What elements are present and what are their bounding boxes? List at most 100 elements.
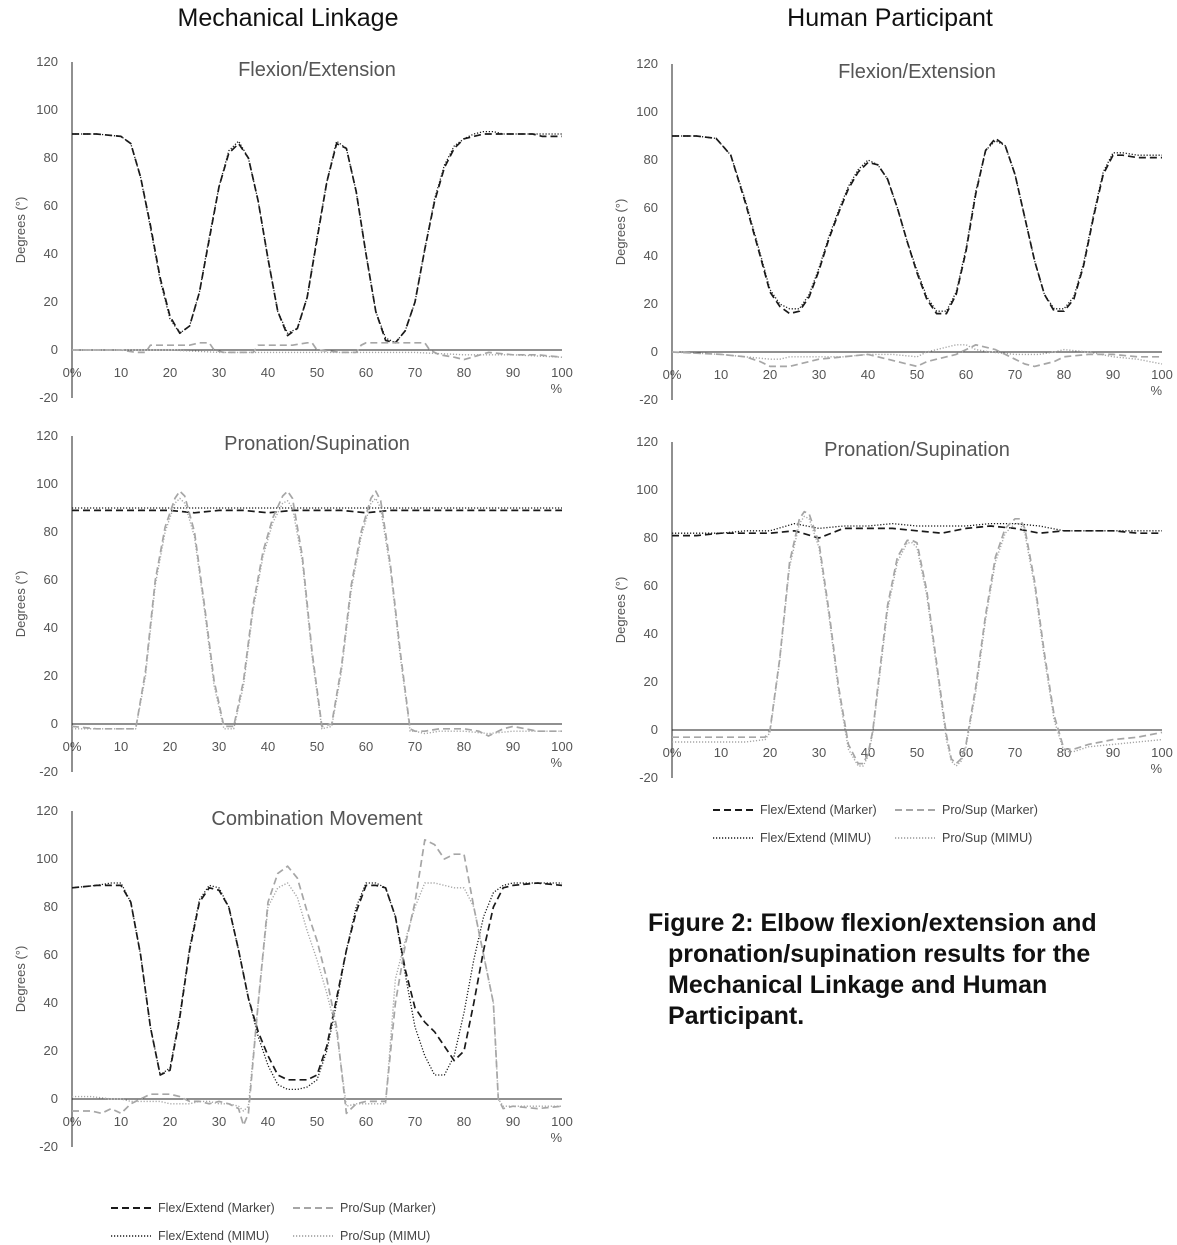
y-tick-label: 40	[644, 248, 658, 263]
legend-label: Pro/Sup (Marker)	[942, 803, 1038, 817]
x-tick-label: 10	[114, 739, 128, 754]
x-tick-label: 70	[1008, 745, 1022, 760]
x-tick-label: 30	[212, 739, 226, 754]
x-tick-label: 80	[457, 739, 471, 754]
y-tick-label: 60	[44, 572, 58, 587]
y-tick-label: 20	[44, 294, 58, 309]
x-tick-label: 40	[261, 739, 275, 754]
series-line-dashed-light	[72, 341, 563, 361]
x-tick-label: 0%	[63, 1114, 82, 1129]
legend-item: Flex/Extend (Marker)	[110, 1200, 275, 1216]
chart-title: Combination Movement	[211, 808, 423, 830]
legend-swatch	[111, 1207, 151, 1209]
x-tick-label: 40	[261, 365, 275, 380]
y-tick-label: 100	[36, 851, 58, 866]
x-tick-label: 40	[861, 367, 875, 382]
y-axis-label: Degrees (°)	[13, 197, 28, 264]
chart-title: Flexion/Extension	[238, 59, 396, 81]
series-line-dotted-dark	[72, 130, 562, 344]
x-tick-label: 20	[763, 745, 777, 760]
mechanical-combination-chart: 120 100 80 60 40 20 0 -20 0% 10 20 30 40 50 60 70 80 90 10…	[13, 803, 573, 1154]
x-tick-label: 10	[714, 367, 728, 382]
x-unit-label: %	[1150, 761, 1162, 776]
x-unit-label: %	[550, 1130, 562, 1145]
y-tick-label: 40	[44, 620, 58, 635]
x-tick-label: 90	[1106, 745, 1120, 760]
y-tick-label: 80	[44, 150, 58, 165]
x-tick-label: 40	[261, 1114, 275, 1129]
legend-swatch	[713, 809, 753, 811]
x-tick-label: 20	[163, 1114, 177, 1129]
y-axis-label: Degrees (°)	[613, 577, 628, 644]
y-tick-label: -20	[639, 770, 658, 785]
series-line-dotted-light	[72, 882, 562, 1112]
y-tick-label: 120	[36, 803, 58, 818]
x-tick-label: 50	[910, 745, 924, 760]
x-tick-label: 100	[1151, 367, 1173, 382]
y-tick-label: 40	[44, 246, 58, 261]
x-tick-label: 30	[812, 367, 826, 382]
legend-swatch	[895, 809, 935, 811]
caption-line: pronation/supination results for the	[668, 940, 1091, 968]
x-tick-label: 10	[714, 745, 728, 760]
x-tick-label: 40	[861, 745, 875, 760]
legend-item: Flex/Extend (Marker)	[712, 802, 877, 818]
x-tick-label: 100	[551, 1114, 573, 1129]
series-line-dashed-dark	[672, 135, 1162, 315]
x-tick-label: 80	[1057, 367, 1071, 382]
x-tick-label: 100	[551, 739, 573, 754]
x-tick-label: 90	[506, 1114, 520, 1129]
y-tick-label: 0	[651, 344, 658, 359]
y-tick-label: -20	[39, 390, 58, 405]
caption-line: Participant.	[668, 1002, 805, 1030]
x-tick-label: 50	[310, 1114, 324, 1129]
series-line-dotted-dark	[672, 522, 1162, 534]
y-tick-label: 40	[44, 995, 58, 1010]
y-tick-label: 40	[644, 626, 658, 641]
legend-swatch	[111, 1235, 151, 1237]
y-tick-label: 20	[44, 668, 58, 683]
series-line-dashed-light	[72, 838, 563, 1127]
legend-item: Pro/Sup (Marker)	[894, 802, 1038, 818]
chart-title: Pronation/Supination	[224, 433, 410, 455]
caption-line: Figure 2: Elbow flexion/extension and	[648, 909, 1097, 937]
y-tick-label: 20	[644, 674, 658, 689]
y-tick-label: 60	[44, 947, 58, 962]
x-tick-label: 0%	[663, 745, 682, 760]
legend-swatch	[895, 837, 935, 839]
x-tick-label: 20	[163, 739, 177, 754]
y-tick-label: 100	[36, 102, 58, 117]
x-tick-label: 20	[763, 367, 777, 382]
right-column-title: Human Participant	[787, 4, 993, 32]
series-line-dotted-light	[72, 349, 563, 358]
legend-item: Pro/Sup (MIMU)	[292, 1228, 430, 1244]
y-tick-label: -20	[39, 1139, 58, 1154]
mechanical-flexion-chart: 120 100 80 60 40 20 0 -20 0% 10 20 30 40 50 60 70 80 90 10…	[13, 54, 573, 405]
y-tick-label: 120	[36, 428, 58, 443]
y-tick-label: 0	[51, 716, 58, 731]
legend-label: Flex/Extend (Marker)	[158, 1201, 275, 1215]
series-line-dashed-light	[71, 490, 562, 737]
x-tick-label: 80	[1057, 745, 1071, 760]
x-tick-label: 50	[910, 367, 924, 382]
y-axis-label: Degrees (°)	[13, 571, 28, 638]
legend-item: Flex/Extend (MIMU)	[110, 1228, 269, 1244]
figure-caption: Figure 2: Elbow flexion/extension and pr…	[648, 908, 1148, 1032]
legend-swatch	[713, 837, 753, 839]
x-tick-label: 50	[310, 739, 324, 754]
legend-label: Flex/Extend (MIMU)	[158, 1229, 270, 1243]
x-tick-label: 10	[114, 365, 128, 380]
series-line-dotted-light	[672, 515, 1163, 767]
x-tick-label: 50	[310, 365, 324, 380]
x-tick-label: 80	[457, 365, 471, 380]
human-pronation-chart: 120 100 80 60 40 20 0 -20 0% 10 20 30 40 50 60 70 80 90 10…	[613, 434, 1173, 785]
x-unit-label: %	[550, 755, 562, 770]
legend-swatch	[293, 1207, 333, 1209]
series-line-dotted-light	[671, 344, 1163, 365]
legend-swatch	[293, 1235, 333, 1237]
x-tick-label: 70	[1008, 367, 1022, 382]
legend-label: Flex/Extend (MIMU)	[760, 831, 872, 845]
mechanical-pronation-chart: 120 100 80 60 40 20 0 -20 0% 10 20 30 40 50 60 70 80 90 10…	[13, 428, 573, 779]
y-tick-label: 60	[644, 578, 658, 593]
